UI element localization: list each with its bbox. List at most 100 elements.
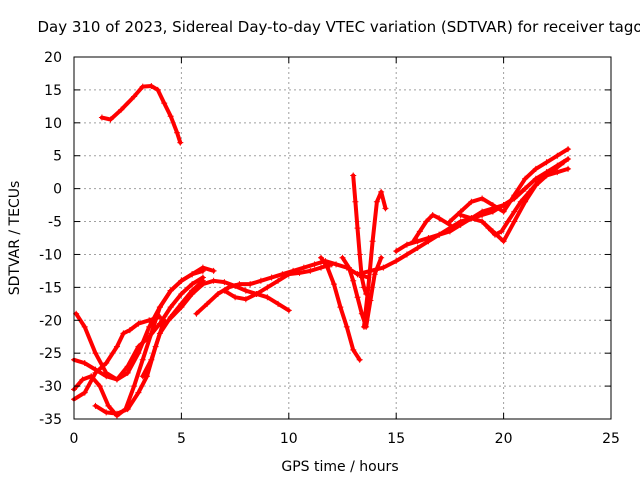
series-arc-16 [393,156,572,255]
data-point-marker [560,159,567,166]
data-point-marker [554,169,561,176]
data-point-marker [79,376,86,383]
data-point-marker [268,274,275,281]
data-point-marker [345,264,352,271]
data-point-marker [96,383,103,390]
data-point-marker [105,402,112,409]
data-point-marker [552,165,559,172]
x-tick-label: 0 [70,431,79,447]
series-arc-5 [71,313,163,403]
data-point-marker [189,271,196,278]
data-point-marker [135,320,142,327]
data-point-marker [103,409,110,416]
y-tick-label: 5 [53,149,62,165]
data-point-marker [139,373,146,380]
series-line [394,157,570,254]
data-point-marker [367,267,374,274]
data-point-marker [423,218,430,225]
x-tick-label: 20 [495,431,513,447]
x-tick-label: 5 [177,431,186,447]
series-arc-1 [98,82,184,146]
y-tick-label: 15 [44,83,62,99]
data-point-marker [98,114,105,121]
data-point-marker [311,261,318,268]
data-point-marker [436,231,443,238]
data-point-marker [232,294,239,301]
data-point-marker [337,304,344,311]
data-point-marker [378,254,385,261]
data-point-marker [532,175,539,182]
data-point-marker [199,281,206,288]
data-point-marker [358,274,365,281]
data-point-marker [120,330,127,337]
y-tick-label: -20 [39,313,62,329]
x-axis-label: GPS time / hours [281,459,398,475]
data-point-marker [139,83,146,90]
data-point-marker [511,218,518,225]
data-point-marker [296,269,303,276]
data-point-marker [247,281,254,288]
series-group [71,82,572,419]
series-arc-8 [165,277,292,324]
data-point-marker [446,228,453,235]
data-point-marker [126,327,133,334]
data-point-marker [354,225,361,232]
data-point-marker [103,360,110,367]
data-point-marker [554,152,561,159]
data-point-marker [264,284,271,291]
data-point-marker [146,317,153,324]
x-tick-label: 25 [602,431,620,447]
data-point-marker [468,198,475,205]
data-point-marker [148,82,155,89]
data-point-marker [118,106,125,113]
data-point-marker [167,287,174,294]
data-point-marker [365,284,372,291]
data-point-marker [124,369,131,376]
data-point-marker [565,156,572,163]
data-point-marker [178,304,185,311]
data-point-marker [350,172,357,179]
data-point-marker [354,271,361,278]
series-arc-19 [457,165,572,245]
data-point-marker [414,244,421,251]
data-point-marker [479,218,486,225]
data-point-marker [543,159,550,166]
data-point-marker [146,333,153,340]
data-point-marker [307,267,314,274]
data-point-marker [167,113,174,120]
data-point-marker [210,267,217,274]
plot-frame [73,56,612,420]
data-point-marker [382,205,389,212]
data-point-marker [500,238,507,245]
data-point-marker [113,410,120,417]
data-point-marker [204,300,211,307]
data-point-marker [565,165,572,172]
data-point-marker [543,172,550,179]
series-line [447,147,570,224]
y-tick-label: 0 [53,182,62,198]
series-line [458,166,570,244]
data-point-marker [485,225,492,232]
data-point-marker [81,389,88,396]
data-point-marker [178,290,185,297]
series-line [362,189,388,329]
data-point-marker [236,281,243,288]
data-point-marker [479,195,486,202]
data-point-marker [146,323,153,330]
data-point-marker [522,185,529,192]
data-point-marker [425,235,432,241]
data-point-marker [285,271,292,278]
series-line [99,84,183,145]
series-arc-17 [410,211,453,245]
data-point-marker [500,208,507,215]
data-point-marker [221,279,228,286]
data-point-marker [565,146,572,153]
data-point-marker [92,369,99,376]
data-point-marker [352,198,359,205]
y-tick-label: 10 [44,116,62,132]
data-point-marker [457,211,464,218]
y-tick-label: 20 [44,50,62,66]
series-arc-14 [360,188,389,330]
data-point-marker [416,228,423,235]
data-point-marker [135,343,142,350]
